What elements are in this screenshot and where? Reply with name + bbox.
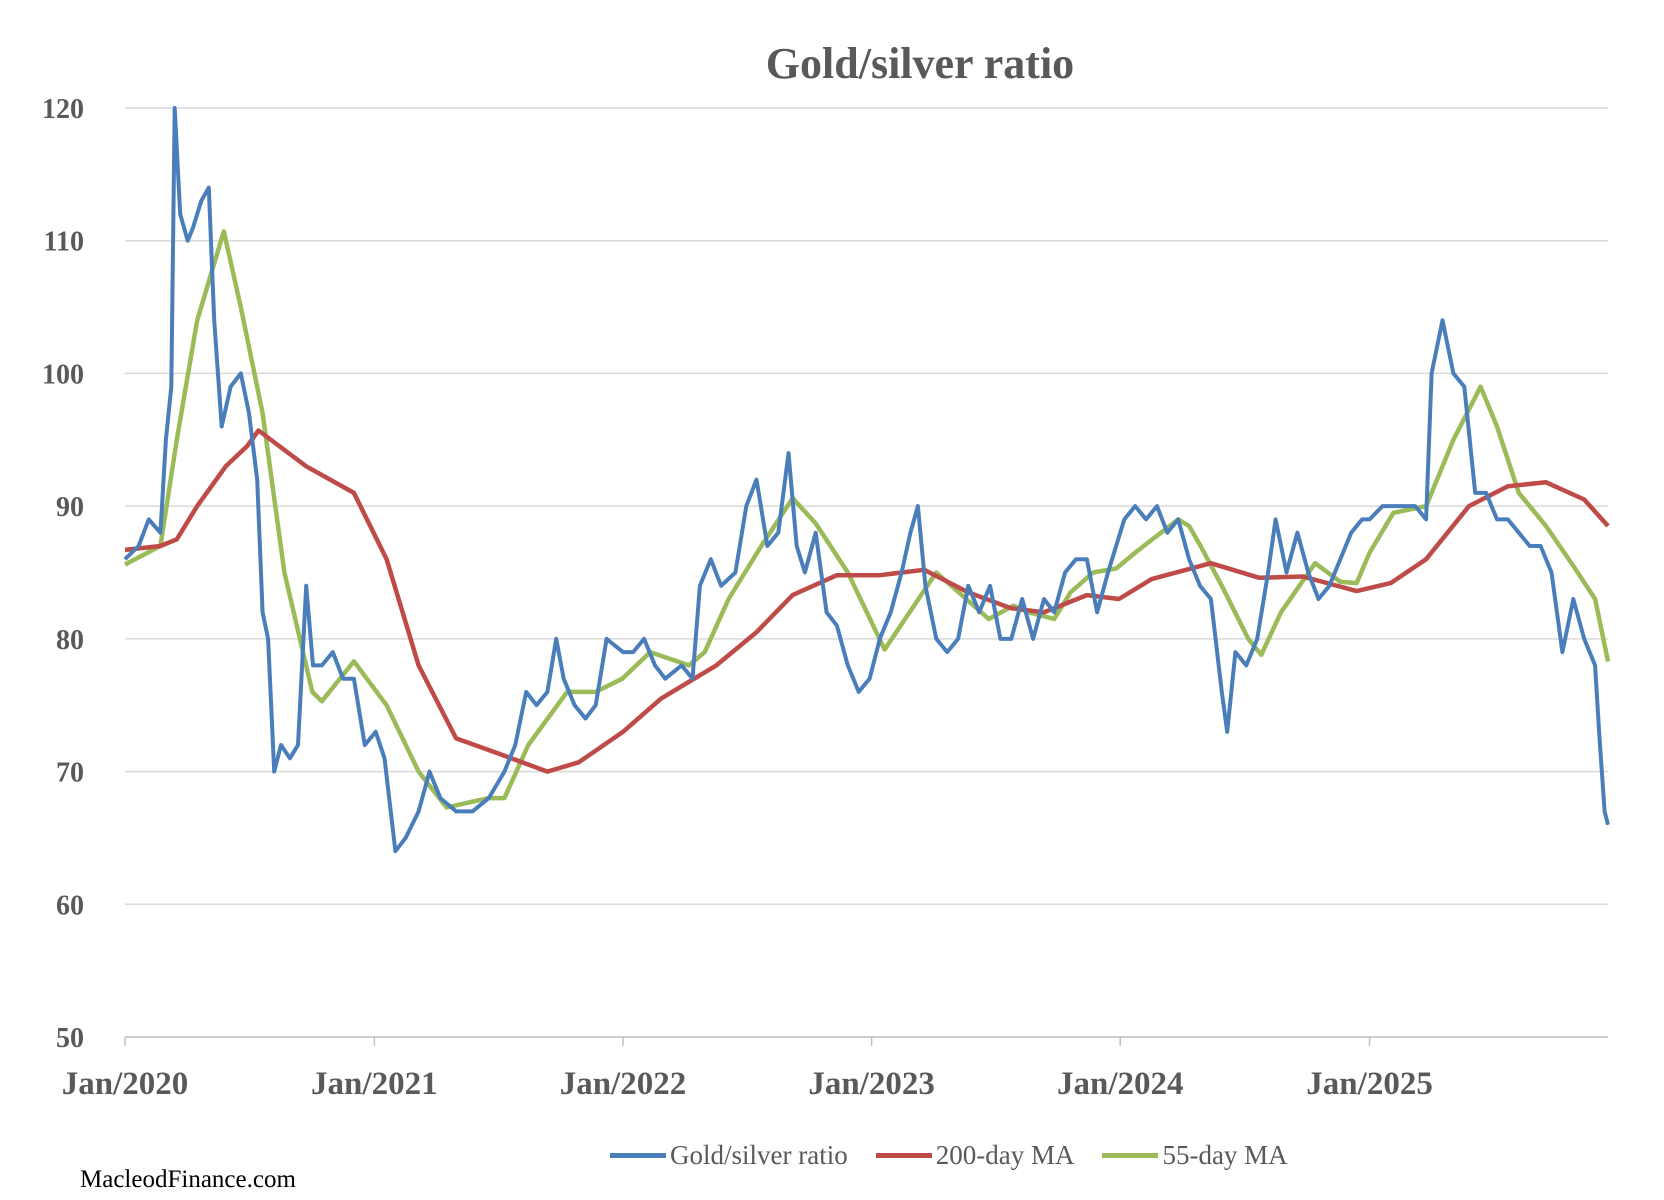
- gridlines: [125, 107, 1608, 906]
- legend-item-ratio: Gold/silver ratio: [610, 1140, 848, 1171]
- legend-swatch: [875, 1153, 932, 1158]
- legend-item-55ma: 55-day MA: [1102, 1140, 1288, 1171]
- legend-label: 200-day MA: [935, 1140, 1075, 1170]
- legend-item-200ma: 200-day MA: [875, 1140, 1075, 1171]
- legend-swatch: [1102, 1153, 1159, 1158]
- series-line-200-day-ma: [124, 428, 1610, 774]
- y-tick-label: 100: [42, 359, 84, 390]
- legend: Gold/silver ratio 200-day MA 55-day MA: [610, 1140, 1288, 1171]
- credit-watermark: MacleodFinance.com: [80, 1166, 296, 1193]
- y-tick-label: 60: [56, 890, 84, 921]
- y-tick-label: 110: [44, 227, 84, 258]
- legend-label: 55-day MA: [1162, 1140, 1288, 1170]
- x-tick-label: Jan/2021: [311, 1066, 438, 1102]
- y-tick-label: 120: [42, 94, 84, 125]
- chart-title: Gold/silver ratio: [765, 39, 1075, 88]
- x-tick-label: Jan/2023: [808, 1066, 935, 1102]
- y-tick-label: 80: [56, 625, 84, 656]
- legend-label: Gold/silver ratio: [670, 1140, 848, 1170]
- x-tick-label: Jan/2022: [560, 1066, 687, 1102]
- series-lines: [123, 106, 1611, 854]
- series-line-gold-silver-ratio: [123, 106, 1610, 854]
- x-tick-label: Jan/2024: [1057, 1066, 1184, 1102]
- x-tick-label: Jan/2025: [1306, 1066, 1433, 1102]
- y-tick-label: 50: [56, 1023, 84, 1054]
- x-tick-label: Jan/2020: [62, 1066, 189, 1102]
- y-tick-label: 70: [56, 758, 84, 789]
- y-tick-label: 90: [56, 492, 84, 523]
- legend-swatch: [610, 1153, 666, 1158]
- series-line-55-day-ma: [123, 229, 1611, 810]
- axes: 50 60 70 80 90 100 110 120 Jan/2020 Jan/2021 Jan/2…: [42, 94, 1608, 1102]
